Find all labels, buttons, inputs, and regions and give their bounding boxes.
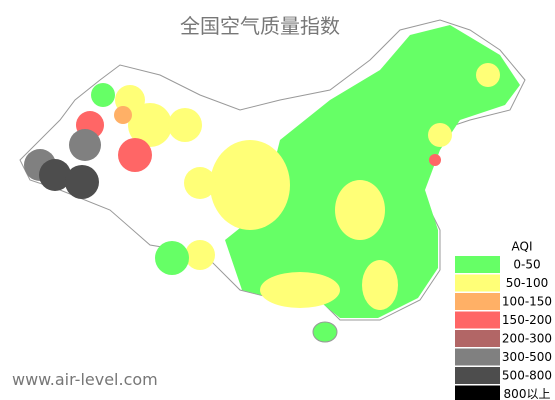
region-gray	[69, 129, 101, 161]
region-orange	[114, 106, 132, 124]
region-yellow	[362, 260, 398, 310]
region-red	[118, 138, 152, 172]
region-darkgray	[65, 165, 99, 199]
region-yellow	[210, 140, 290, 230]
region-yellow	[185, 240, 215, 270]
region-green	[91, 83, 115, 107]
legend-label: 100-150	[502, 295, 552, 309]
legend-label: 50-100	[506, 276, 549, 290]
region-yellow	[184, 167, 216, 199]
region-yellow	[128, 103, 172, 147]
island	[312, 321, 338, 343]
region-red	[429, 154, 441, 166]
region-yellow	[168, 108, 202, 142]
region-green	[225, 25, 520, 318]
legend-swatch	[455, 274, 500, 292]
legend-label: 200-300	[502, 332, 552, 346]
legend-swatch	[455, 311, 500, 329]
watermark: www.air-level.com	[12, 370, 158, 389]
map-title: 全国空气质量指数	[180, 14, 340, 38]
legend-label: 150-200	[502, 313, 552, 327]
legend-swatch	[455, 256, 500, 273]
region-yellow	[476, 63, 500, 87]
legend-swatch	[455, 367, 500, 384]
legend-title: AQI	[512, 240, 533, 254]
china-map	[19, 19, 526, 343]
legend: AQI 0-50 50-100 100-150 150-200 200-300 300-5…	[455, 232, 555, 400]
region-yellow	[428, 123, 452, 147]
legend-label: 800以上	[504, 387, 551, 400]
legend-label: 0-50	[513, 258, 540, 272]
legend-swatch	[455, 348, 500, 366]
region-green	[155, 241, 189, 275]
region-yellow	[260, 272, 340, 308]
region-darkgray	[39, 159, 71, 191]
legend-swatch	[455, 330, 500, 347]
legend-label: 300-500	[502, 350, 552, 364]
legend-swatch	[455, 293, 500, 310]
legend-label: 500-800	[502, 369, 552, 383]
region-yellow	[335, 180, 385, 240]
legend-swatch	[455, 385, 500, 400]
